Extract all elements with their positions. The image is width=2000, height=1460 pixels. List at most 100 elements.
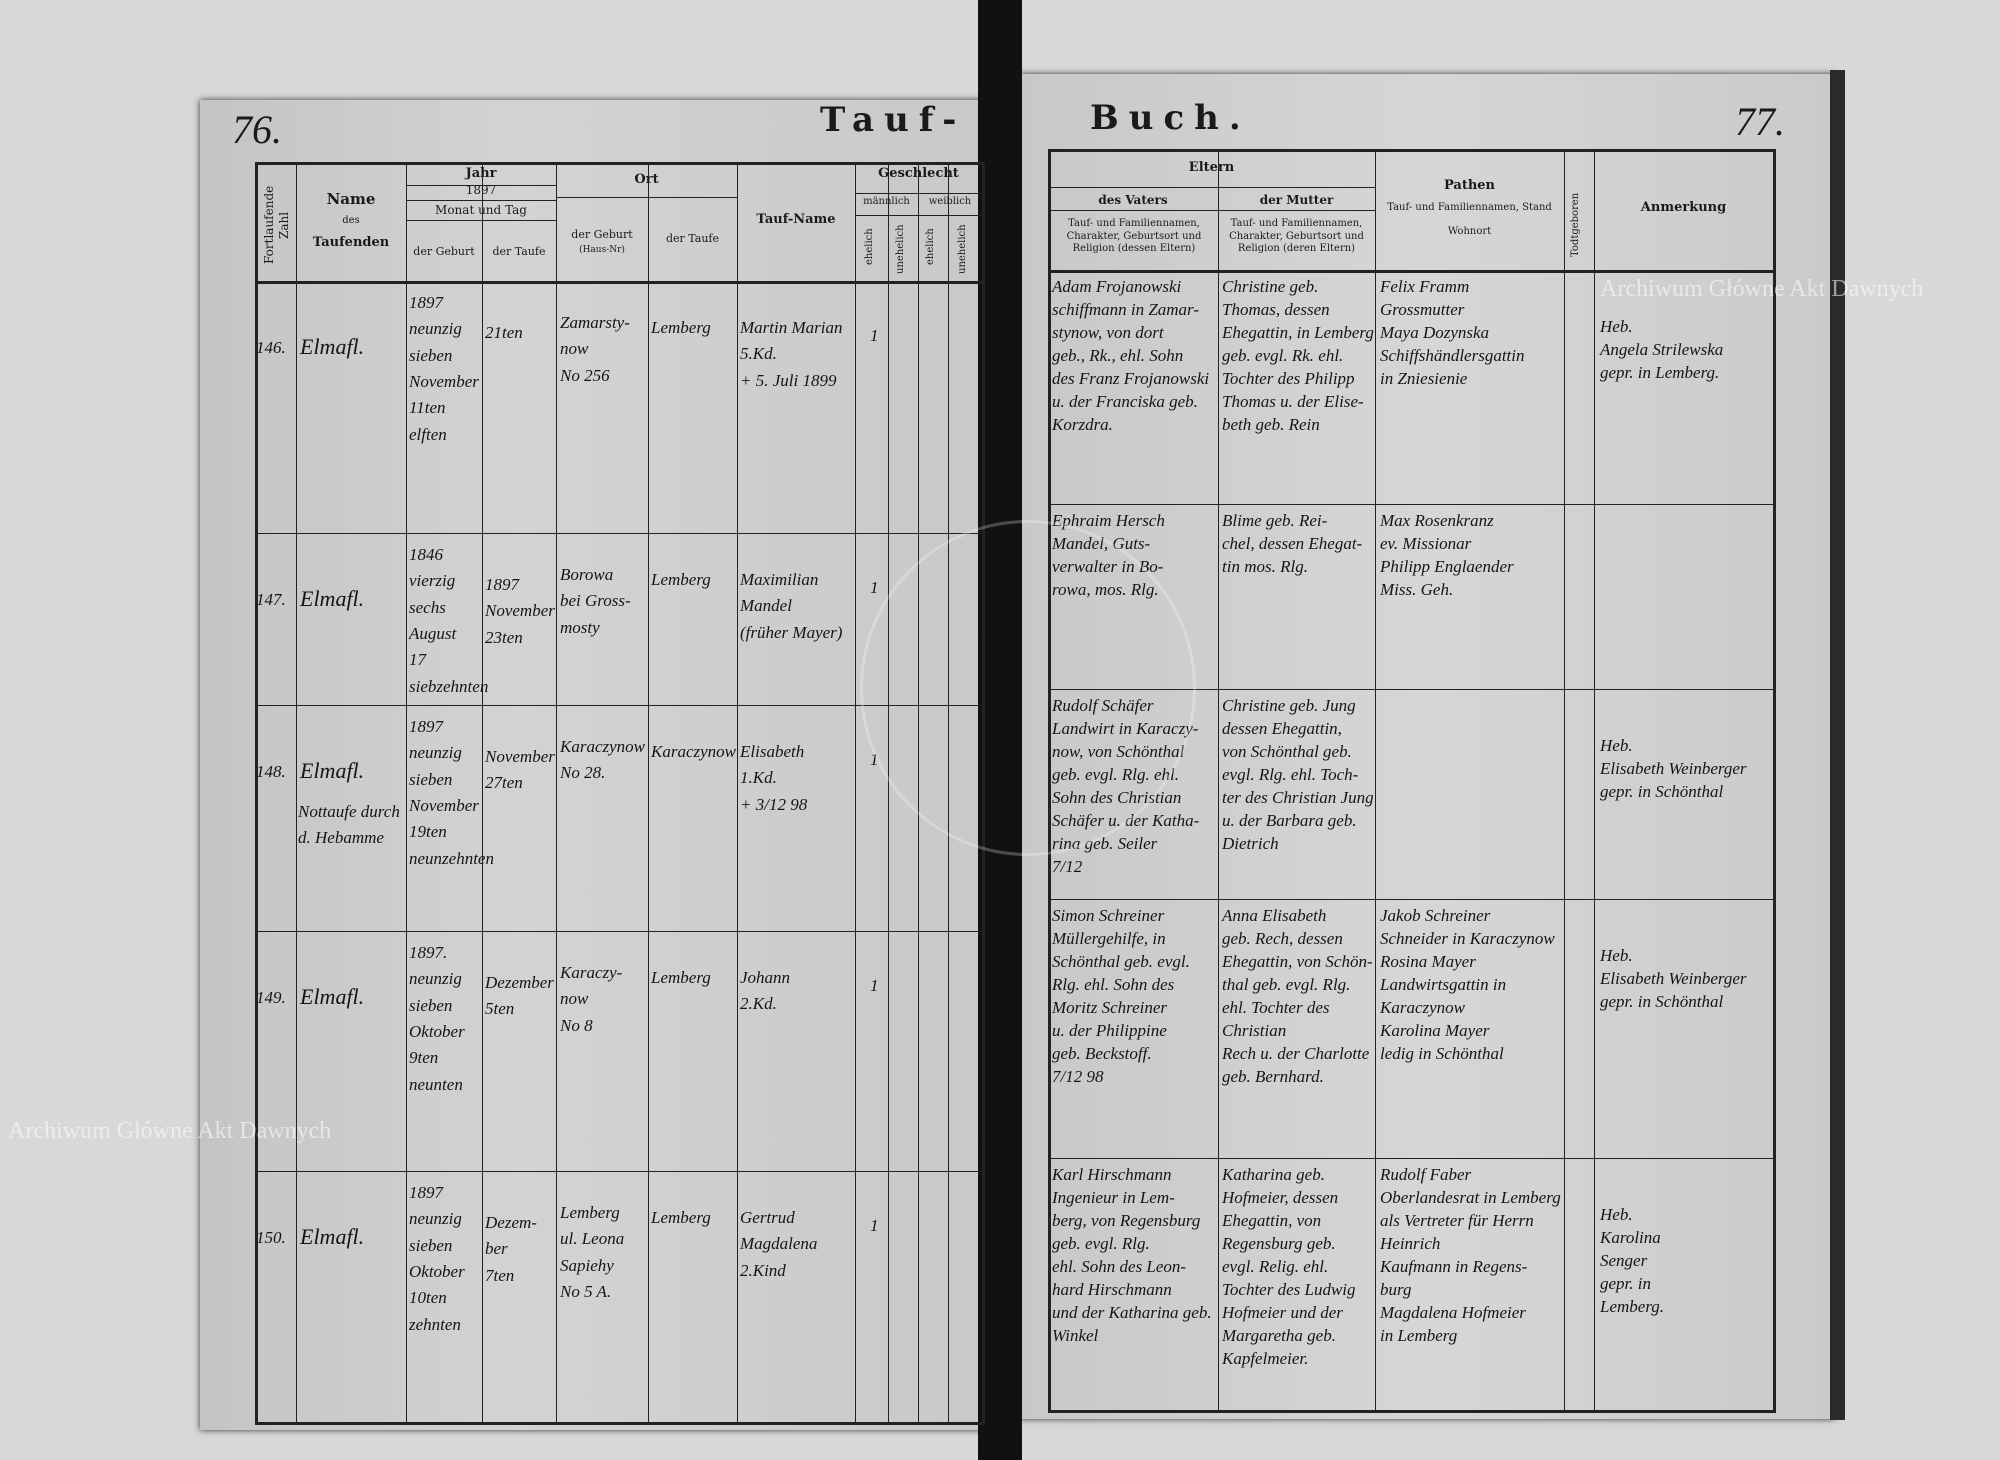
entry-baptism-name: Martin Marian 5.Kd. + 5. Juli 1899 [740,318,843,390]
entry-name: Elmafl. [300,586,365,611]
entry-baptism-name: Maximilian Mandel (früher Mayer) [740,570,843,642]
row-rule [255,705,985,706]
row-rule [1048,689,1776,690]
watermark-right: Archiwum Główne Akt Dawnych [1600,276,1924,302]
header-rule [1048,270,1776,273]
table-top-rule [255,162,985,165]
header-rule [255,281,985,284]
header-vater-desc: Tauf- und Familiennamen, Charakter, Gebu… [1066,218,1202,254]
page-edge [1830,70,1845,1420]
entry-baptism-date: 1897 November 23ten [485,575,555,647]
entry-mother: Katharina geb. Hofmeier, dessen Ehegatti… [1222,1165,1356,1368]
entry-birth-date: 1897 neunzig sieben Oktober 10ten zehnte… [409,1183,465,1334]
entry-name: Elmafl. [300,984,365,1009]
header-monat-tag: Monat und Tag [435,203,527,217]
header-name: Name [326,190,376,208]
entry-birth-date: 1897 neunzig sieben November 11ten elfte… [409,293,479,444]
entry-baptism-place: Lemberg [651,570,711,589]
header-geschlecht: Geschlecht [878,166,959,181]
entry-birth-place: Karaczy- now No 8 [560,963,623,1035]
entry-sex-mark: 1 [870,1216,879,1235]
row-rule [255,1171,985,1172]
header-pathen-desc: Tauf- und Familiennamen, Stand [1387,202,1552,213]
entry-name-note: Nottaufe durch d. Hebamme [298,802,400,848]
entry-name: Elmafl. [300,758,365,783]
header-der-mutter: der Mutter [1259,193,1334,207]
left-page [200,100,1000,1430]
entry-sex-mark: 1 [870,976,879,995]
header-m-ehelich: ehelich [864,228,875,266]
header-der-taufe: der Taufe [492,245,546,258]
entry-baptism-name: Elisabeth 1.Kd. + 3/12 98 [740,742,808,814]
entry-name: Elmafl. [300,334,365,359]
table-top-rule [1048,149,1776,152]
header-der-geburt: der Geburt [413,245,475,258]
header-w-unehelich: unehelich [957,224,968,275]
header-weiblich: weiblich [928,196,972,207]
header-todtgeboren: Todtgeboren [1570,192,1581,258]
column-rule [855,162,856,1422]
column-rule [737,162,738,1422]
entry-remark: Heb. Elisabeth Weinberger gepr. in Schön… [1600,736,1747,801]
entry-birth-date: 1897. neunzig sieben Oktober 9ten neunte… [409,943,465,1094]
table-bottom-rule [1048,1410,1776,1413]
entry-baptism-place: Lemberg [651,968,711,987]
header-w-ehelich: ehelich [925,228,936,266]
rule [556,197,737,198]
header-fortlaufende-zahl: Fortlaufende Zahl [262,185,291,265]
entry-baptism-name: Gertrud Magdalena 2.Kind [740,1208,818,1280]
entry-baptism-place: Karaczynow [651,742,736,761]
rule [1048,187,1375,188]
entry-father: Simon Schreiner Müllergehilfe, in Schönt… [1052,906,1190,1086]
entry-mother: Christine geb. Jung dessen Ehegattin, vo… [1222,696,1374,853]
entry-birth-place: Borowa bei Gross- mosty [560,565,631,637]
header-jahr: Jahr [465,166,497,181]
row-rule [1048,899,1776,900]
entry-sex-mark: 1 [870,578,879,597]
column-rule [406,162,407,1422]
header-ort: Ort [634,172,659,187]
header-jahr-value: 1897 [465,183,497,197]
column-rule [1218,149,1219,1410]
column-rule [1375,149,1376,1410]
column-rule [255,162,258,1422]
title-right: Buch. [1090,98,1251,138]
column-rule [482,162,483,1422]
column-rule [296,162,297,1422]
entry-baptism-place: Lemberg [651,318,711,337]
rule [406,200,556,201]
entry-baptism-place: Lemberg [651,1208,711,1227]
rule [855,215,982,216]
rule [406,220,556,221]
entry-remark: Heb. Elisabeth Weinberger gepr. in Schön… [1600,946,1747,1011]
header-ort-taufe: der Taufe [665,232,719,245]
entry-father: Karl Hirschmann Ingenieur in Lem- berg, … [1052,1165,1212,1345]
entry-baptism-date: November 27ten [485,747,555,793]
row-rule [255,931,985,932]
header-name-sub2: Taufenden [312,235,390,250]
rule [406,185,556,186]
archive-stamp [860,520,1196,856]
row-rule [255,533,985,534]
entry-sex-mark: 1 [870,326,879,345]
right-page-number: 77. [1735,99,1785,144]
header-wohnort: Wohnort [1447,226,1492,237]
entry-mother: Anna Elisabeth geb. Rech, dessen Ehegatt… [1222,906,1373,1086]
header-des-vaters: des Vaters [1098,193,1168,207]
entry-mother: Christine geb. Thomas, dessen Ehegattin,… [1222,277,1374,434]
entry-sex-mark: 1 [870,750,879,769]
left-page-number: 76. [232,107,282,152]
table-bottom-rule [255,1422,985,1425]
entry-birth-date: 1897 neunzig sieben November 19ten neunz… [409,717,494,868]
entry-remark: Heb. Karolina Senger gepr. in Lemberg. [1600,1205,1665,1316]
header-anmerkung: Anmerkung [1640,200,1727,215]
header-ort-geburt-sub: (Haus-Nr) [579,245,625,255]
column-rule [1773,149,1776,1410]
entry-number: 150. [256,1228,286,1247]
column-rule [556,162,557,1422]
column-rule [1594,149,1595,1410]
column-rule [888,162,889,1422]
rule [855,193,982,194]
entry-number: 147. [256,590,286,609]
header-tauf-name: Tauf-Name [756,212,836,227]
